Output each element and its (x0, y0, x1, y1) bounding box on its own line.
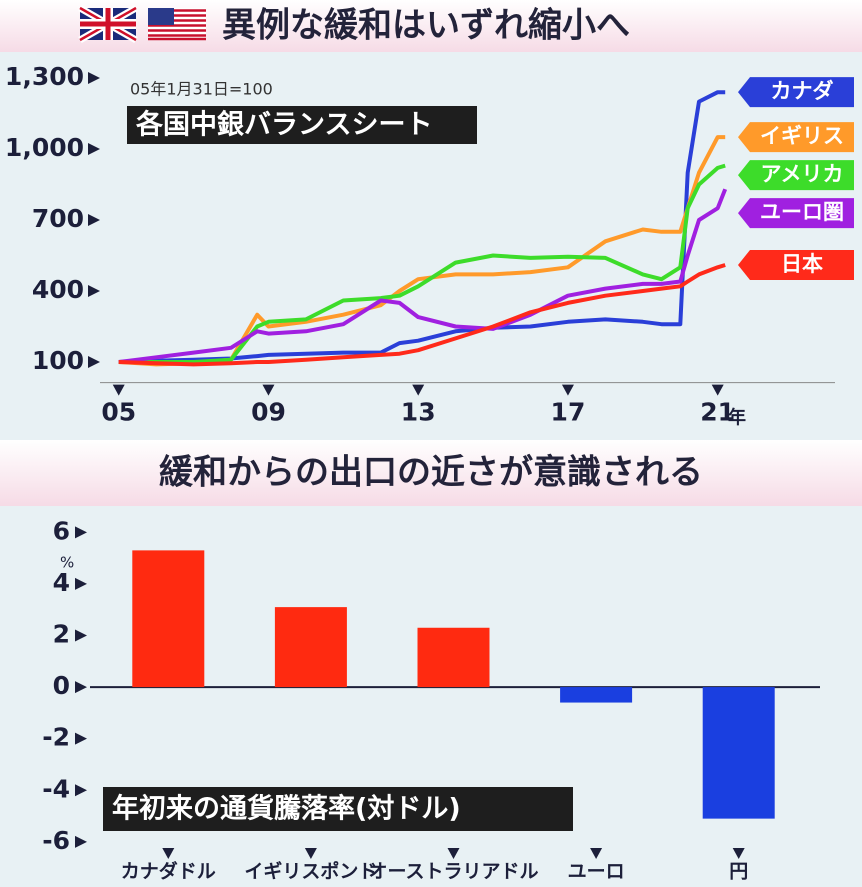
y-tick-mark (88, 356, 100, 369)
x-tick-mark (412, 384, 425, 396)
y-tick-label: 6 (53, 516, 70, 545)
y-tick-mark (88, 214, 100, 226)
y-tick-label: -2 (42, 723, 70, 752)
x-tick-label: カナダドル (121, 860, 216, 883)
subtitle-box (127, 106, 477, 144)
y-tick-mark (75, 784, 87, 797)
x-tick-mark (711, 384, 724, 396)
x-tick-mark (304, 848, 317, 859)
x-tick-mark (262, 384, 275, 396)
title-band (0, 0, 862, 52)
x-tick-label: 21 (700, 398, 735, 427)
x-tick-mark (590, 848, 603, 859)
bar (132, 550, 205, 688)
subtitle: 年初来の通貨騰落率(対ドル) (112, 793, 461, 825)
x-tick-label: 17 (551, 398, 586, 427)
legend-label: カナダ (771, 79, 834, 103)
x-tick-mark (447, 848, 460, 859)
x-tick-mark (162, 848, 175, 859)
y-tick-mark (75, 577, 87, 590)
bar (702, 687, 775, 819)
x-tick-mark (561, 384, 574, 396)
legend-box (738, 198, 854, 229)
x-tick-label: 05 (101, 398, 136, 427)
y-tick-label: 1,300 (5, 62, 84, 91)
legend-label: 日本 (781, 252, 823, 276)
x-tick-label: オーストラリアドル (368, 861, 538, 883)
bar (274, 607, 347, 688)
legend-label: ユーロ圏 (760, 200, 844, 224)
legend-label: イギリス (760, 124, 844, 148)
y-tick-mark (88, 71, 100, 84)
line (118, 135, 726, 367)
bar (560, 687, 633, 703)
legend-label: アメリカ (761, 162, 844, 186)
subtitle: 各国中銀バランスシート (135, 109, 432, 141)
y-tick-label: 700 (32, 204, 84, 233)
y-tick-label: 100 (32, 346, 84, 375)
uk-flag (78, 4, 138, 44)
x-tick-label: 13 (401, 398, 436, 427)
y-tick-label: -6 (42, 826, 70, 855)
y-tick-mark (75, 835, 87, 848)
x-tick-label: ユーロ (568, 861, 625, 883)
legend-box (738, 122, 854, 153)
legend-box (738, 160, 854, 191)
x-axis-label: 年 (728, 407, 746, 429)
y-tick-label: 400 (32, 275, 84, 304)
x-tick-mark (112, 384, 125, 396)
legend-box (738, 249, 854, 280)
chart-title: 緩和からの出口の近さが意識される (159, 453, 703, 493)
x-tick-label: 09 (251, 398, 286, 427)
y-tick-label: 1,000 (5, 133, 84, 162)
title-band (0, 440, 862, 506)
legend-box (738, 77, 854, 108)
y-tick-mark (75, 526, 87, 539)
line (118, 263, 726, 367)
y-tick-mark (75, 681, 87, 694)
y-tick-label: -4 (42, 774, 70, 803)
y-tick-mark (88, 142, 100, 155)
bar (417, 627, 490, 688)
chart-title: 異例な緩和はいずれ縮小へ (222, 6, 630, 46)
y-tick-mark (75, 629, 87, 642)
y-tick-label: 0 (53, 671, 70, 700)
line (118, 188, 728, 364)
subtitle-box (103, 787, 573, 831)
x-tick-label: イギリスポンド (244, 860, 377, 883)
y-tick-label: 4 (53, 568, 70, 597)
us-flag (148, 8, 206, 41)
y-tick-mark (88, 285, 100, 298)
y-unit: % (60, 554, 74, 572)
x-tick-label: 円 (729, 861, 748, 883)
note: 05年1月31日=100 (130, 80, 273, 99)
x-tick-mark (732, 848, 745, 859)
y-tick-mark (75, 732, 87, 745)
y-tick-label: 2 (53, 619, 70, 648)
